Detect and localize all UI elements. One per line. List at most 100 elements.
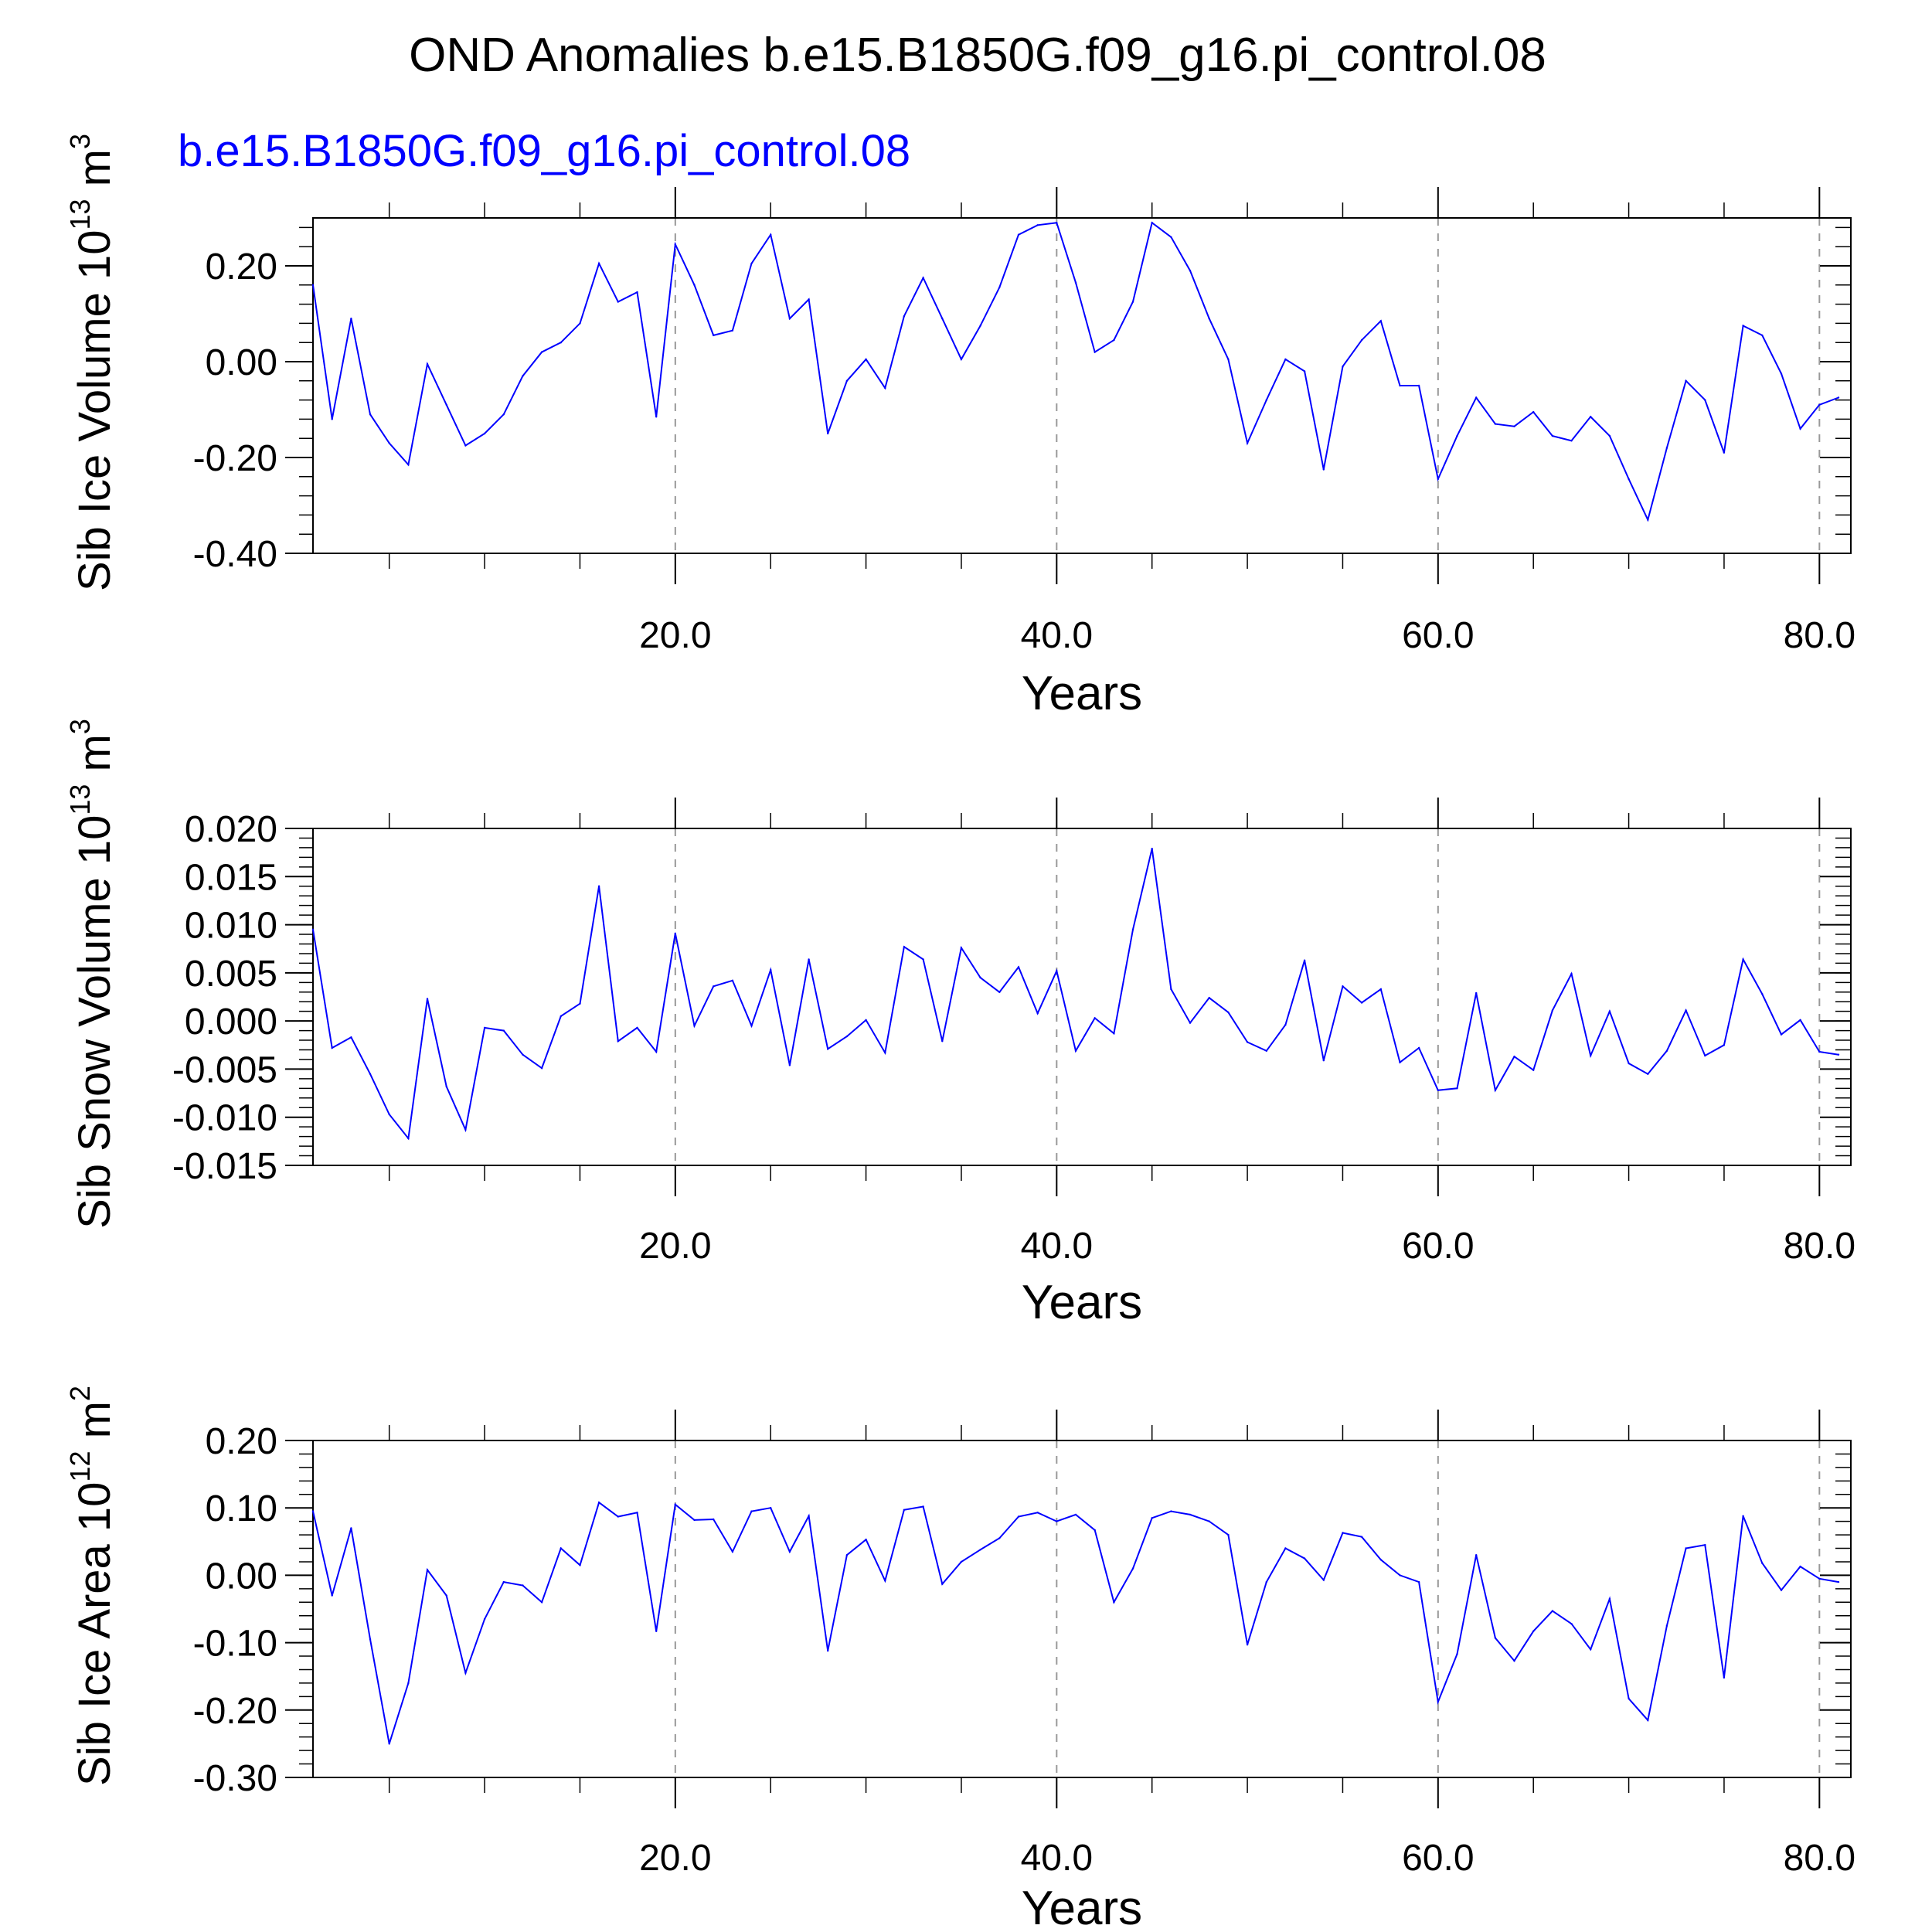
data-point	[922, 277, 924, 279]
y-tick-label: -0.40	[193, 534, 277, 575]
y-axis-label-superscript: 13	[64, 784, 96, 815]
data-point	[1723, 1044, 1726, 1046]
data-point	[1665, 447, 1668, 449]
data-point	[1818, 1050, 1821, 1053]
y-tick-label: 0.015	[185, 857, 277, 898]
data-point	[941, 318, 944, 320]
data-point	[1131, 301, 1134, 303]
data-point	[1818, 1577, 1821, 1580]
x-axis-label: Years	[1022, 667, 1142, 720]
data-point	[1246, 1644, 1249, 1646]
y-tick-label: 0.00	[206, 1556, 277, 1597]
data-point	[1094, 1017, 1096, 1019]
data-point	[1570, 440, 1573, 442]
plot-frame	[312, 828, 1852, 1166]
data-point	[1665, 1624, 1668, 1627]
data-point	[979, 325, 981, 327]
y-tick-label: -0.20	[193, 438, 277, 479]
data-point	[1379, 320, 1383, 322]
data-point	[1590, 1648, 1592, 1651]
data-point	[1284, 358, 1287, 361]
chart-panel-2: -0.015 -0.010 -0.005 0.000 0.005 0.010 0.015 0.…	[64, 719, 1855, 1329]
y-tick-label: 0.10	[206, 1488, 277, 1529]
data-point	[1303, 1557, 1306, 1560]
data-point	[311, 928, 315, 931]
chart-panel-3: -0.30 -0.20 -0.10 0.00 0.10 0.20 20.0 40.0 60.0 8…	[64, 1386, 1855, 1932]
plot-frame	[312, 1440, 1852, 1778]
data-point	[1131, 1567, 1134, 1570]
data-point	[1189, 1513, 1192, 1516]
x-tick-label: 60.0	[1402, 1226, 1474, 1267]
data-point	[674, 932, 676, 935]
data-point	[1151, 848, 1153, 850]
data-point	[1761, 993, 1764, 995]
data-point	[540, 351, 543, 353]
y-tick-label: 0.00	[206, 342, 277, 383]
data-point	[617, 1515, 619, 1518]
data-point	[597, 885, 600, 887]
data-point	[1723, 1676, 1726, 1679]
data-point	[1322, 1579, 1325, 1581]
data-point	[445, 403, 447, 406]
x-tick-label: 40.0	[1021, 1226, 1093, 1267]
data-point	[1094, 351, 1096, 353]
x-axis-label: Years	[1022, 1276, 1142, 1329]
data-point	[1761, 1562, 1764, 1564]
data-point	[426, 1569, 429, 1571]
data-point	[1608, 434, 1611, 437]
data-point	[1074, 281, 1077, 284]
data-point	[1303, 370, 1306, 372]
y-tick-label: 0.000	[185, 1002, 277, 1043]
x-tick-label: 80.0	[1784, 615, 1855, 656]
data-point	[1399, 1574, 1401, 1577]
y-axis-label-superscript: 2	[64, 1386, 96, 1401]
data-point	[693, 1025, 696, 1027]
y-tick-label: 0.005	[185, 954, 277, 995]
y-axis-label-superscript: 3	[64, 719, 96, 734]
data-point	[350, 1527, 352, 1529]
data-point	[1322, 468, 1325, 471]
data-point	[770, 968, 772, 971]
y-axis-label: Sib Ice Volume 1013 m3	[64, 134, 120, 591]
data-point	[1818, 403, 1821, 406]
data-point	[1685, 1547, 1687, 1549]
data-point	[1170, 236, 1172, 238]
data-point	[750, 1510, 753, 1512]
data-point	[693, 1519, 696, 1522]
data-point	[884, 1052, 886, 1054]
data-point	[655, 416, 658, 418]
data-point	[1532, 410, 1535, 413]
data-point	[579, 322, 581, 325]
data-point	[1513, 1056, 1515, 1058]
x-tick-label: 80.0	[1784, 1838, 1855, 1879]
data-point	[311, 284, 315, 286]
x-tick-label: 40.0	[1021, 615, 1093, 656]
data-point	[808, 1515, 810, 1517]
data-point	[502, 413, 505, 416]
data-point	[713, 1518, 715, 1521]
data-point	[998, 1537, 1001, 1539]
data-point	[1056, 970, 1058, 972]
data-point	[750, 262, 753, 265]
x-tick-label: 60.0	[1402, 615, 1474, 656]
data-point	[1189, 270, 1192, 272]
data-point	[1780, 372, 1783, 375]
data-point	[979, 1549, 981, 1551]
data-point	[998, 286, 1001, 289]
data-point	[1036, 1512, 1039, 1514]
data-point	[770, 233, 772, 236]
data-point	[1780, 1033, 1783, 1036]
plot-frame	[312, 217, 1852, 554]
data-point	[1208, 997, 1210, 999]
data-point	[1074, 1513, 1077, 1516]
data-point	[788, 318, 791, 320]
data-point	[1647, 1073, 1649, 1075]
data-point	[1360, 338, 1363, 342]
data-point	[617, 301, 619, 303]
data-point	[1742, 325, 1744, 327]
data-point	[808, 958, 810, 961]
data-point	[674, 1503, 676, 1506]
data-point	[597, 1502, 600, 1504]
data-point	[1322, 1060, 1325, 1062]
data-point	[331, 1046, 333, 1049]
